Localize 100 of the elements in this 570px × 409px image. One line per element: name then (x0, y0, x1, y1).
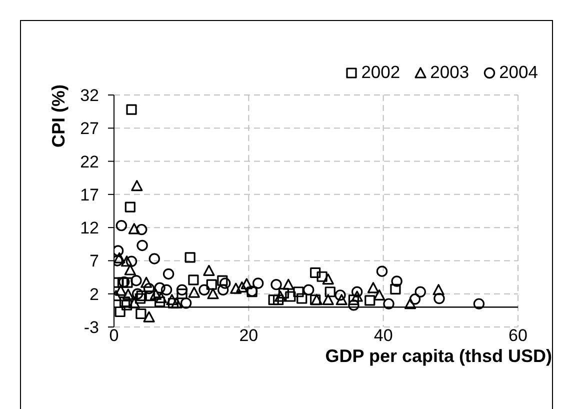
legend-label: 2004 (499, 62, 538, 83)
point (473, 298, 485, 310)
y-axis-title: CPI (%) (48, 84, 70, 148)
point (348, 294, 360, 306)
point (206, 279, 217, 290)
y-tick-label: 22 (80, 152, 99, 172)
point (198, 284, 210, 296)
point (126, 256, 138, 267)
point (162, 268, 174, 280)
point (414, 286, 426, 298)
point (207, 288, 219, 300)
point (404, 298, 416, 310)
point (236, 281, 248, 293)
point (122, 288, 134, 300)
x-tick-label: 60 (508, 326, 528, 346)
y-tick-label: 27 (80, 119, 99, 138)
point (376, 266, 388, 277)
point (166, 294, 178, 306)
point (432, 284, 444, 296)
point (293, 286, 304, 298)
point (180, 298, 192, 309)
point (136, 290, 147, 302)
point (348, 300, 360, 311)
point (120, 256, 133, 267)
point (373, 289, 386, 300)
point (272, 294, 284, 306)
point (184, 252, 196, 263)
point (336, 294, 348, 306)
point (252, 278, 264, 289)
point (391, 276, 402, 287)
point (132, 288, 144, 300)
y-tick-label: 7 (90, 252, 99, 271)
point (114, 284, 127, 296)
point (230, 282, 242, 294)
point (116, 220, 128, 232)
point (322, 273, 334, 285)
point (316, 271, 328, 282)
point (136, 308, 146, 320)
point (351, 286, 363, 298)
point (124, 202, 136, 212)
point (274, 290, 286, 302)
y-tick-label: 12 (80, 218, 99, 238)
x-tick-label: 40 (374, 326, 393, 346)
point (114, 252, 126, 264)
point (188, 274, 199, 286)
point (364, 295, 376, 306)
y-tick-label: -3 (84, 318, 99, 338)
point (114, 306, 126, 318)
point (150, 288, 162, 300)
y-tick-label: 17 (80, 185, 99, 204)
point (409, 294, 421, 305)
point (143, 282, 155, 294)
point (124, 264, 136, 276)
point (131, 180, 143, 192)
point (217, 284, 229, 296)
legend-label: 2002 (361, 62, 400, 83)
point (390, 284, 401, 295)
point (285, 291, 296, 302)
point (296, 293, 308, 304)
point (434, 292, 445, 304)
point (282, 278, 294, 290)
point (126, 104, 137, 115)
point (203, 264, 215, 276)
point (268, 294, 279, 306)
point (160, 284, 172, 296)
point (188, 286, 200, 298)
point (154, 282, 166, 294)
x-tick-label: 0 (109, 326, 119, 346)
point (114, 245, 124, 256)
point (310, 267, 321, 278)
point (334, 290, 346, 301)
point (322, 294, 334, 306)
point (121, 300, 132, 310)
point (154, 296, 166, 308)
point (119, 296, 130, 308)
point (176, 284, 188, 296)
point (130, 275, 142, 286)
point (324, 286, 336, 298)
point (217, 275, 228, 286)
point (136, 240, 148, 252)
point (155, 292, 167, 304)
y-tick-label: 32 (80, 86, 99, 106)
point (383, 298, 394, 310)
point (148, 253, 160, 264)
point (136, 224, 148, 236)
point (128, 223, 140, 234)
point (220, 278, 231, 289)
point (351, 290, 363, 302)
y-tick-label: 2 (90, 284, 99, 304)
x-axis-title: GDP per capita (thsd USD) (325, 346, 552, 367)
point (143, 311, 155, 322)
point (367, 282, 380, 294)
point (176, 288, 188, 300)
point (278, 288, 289, 298)
x-tick-label: 20 (239, 326, 258, 346)
point (270, 278, 282, 290)
point (302, 284, 314, 296)
legend-label: 2003 (430, 62, 470, 83)
point (240, 278, 252, 290)
point (140, 276, 152, 288)
